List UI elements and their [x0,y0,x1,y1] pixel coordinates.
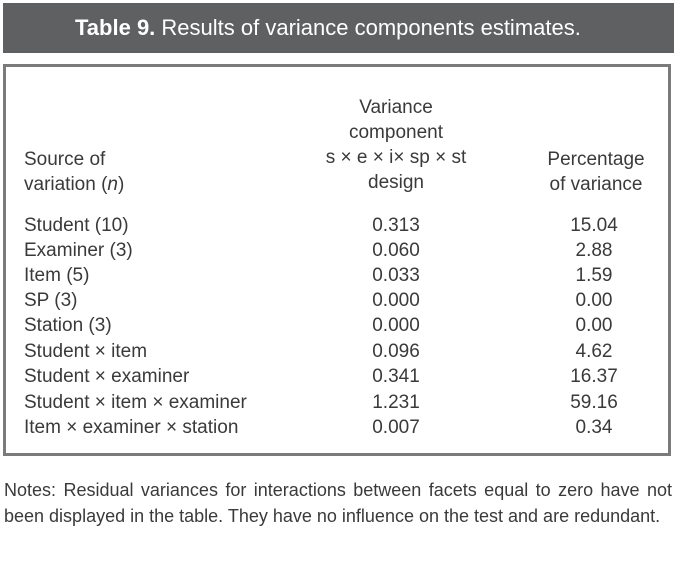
row-variance: 0.007 [372,417,420,438]
row-source: Examiner (3) [24,240,133,261]
row-percentage: 4.62 [575,341,613,362]
header-source-line: Source of [24,149,106,170]
header-variance-line: s × e × i× sp × st [325,147,467,168]
row-variance: 0.033 [372,265,420,286]
row-source: Station (3) [24,315,112,336]
row-percentage: 59.16 [570,392,618,413]
header-source-n: n [107,174,118,195]
table-title: Table 9. Results of variance components … [3,3,674,53]
row-variance: 1.231 [372,392,420,413]
header-percentage: Percentage of variance [526,147,666,197]
row-variance: 0.096 [372,341,420,362]
header-source: Source of variation (n) [24,147,124,197]
header-variance-line: Variance [359,97,433,118]
row-percentage: 1.59 [575,265,613,286]
row-percentage: 0.00 [575,290,613,311]
row-percentage: 15.04 [570,215,618,236]
row-source: Item × examiner × station [24,417,239,438]
variance-table: Source of variation (n) Variance compone… [3,64,671,456]
row-source: Student × item [24,341,148,362]
row-percentage: 2.88 [575,240,613,261]
row-variance: 0.313 [372,215,420,236]
header-percentage-line: of variance [549,174,643,195]
row-percentage: 0.34 [575,417,613,438]
row-source: Student × item × examiner [24,392,247,413]
row-variance: 0.341 [372,366,420,387]
header-variance-line: design [368,172,424,193]
header-source-close: ) [118,174,125,195]
row-percentage: 16.37 [570,366,618,387]
row-source: Item (5) [24,265,90,286]
row-variance: 0.000 [372,290,420,311]
header-variance-line: component [348,122,443,143]
table-number: Table 9. [75,15,156,40]
table-caption: Results of variance components estimates… [161,15,581,40]
row-variance: 0.000 [372,315,420,336]
row-source: Student × examiner [24,366,190,387]
row-variance: 0.060 [372,240,420,261]
header-percentage-line: Percentage [547,149,645,170]
row-source: Student (10) [24,215,129,236]
header-source-line: variation (n) [24,172,124,197]
table-notes: Notes: Residual variances for interactio… [4,480,672,526]
header-variance: Variance component s × e × i× sp × st de… [286,95,506,195]
header-source-word: variation ( [24,174,108,195]
row-source: SP (3) [24,290,78,311]
row-percentage: 0.00 [575,315,613,336]
